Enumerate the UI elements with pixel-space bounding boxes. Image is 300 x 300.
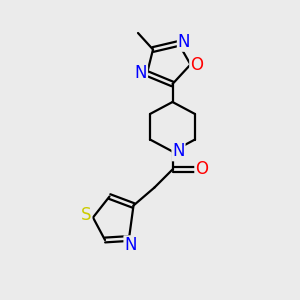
Text: O: O <box>195 160 208 178</box>
Text: O: O <box>190 56 203 74</box>
Text: N: N <box>172 142 185 160</box>
Text: S: S <box>81 206 92 224</box>
Text: N: N <box>135 64 147 82</box>
Text: N: N <box>178 33 190 51</box>
Text: methyl: methyl <box>133 26 138 28</box>
Text: N: N <box>124 236 137 254</box>
